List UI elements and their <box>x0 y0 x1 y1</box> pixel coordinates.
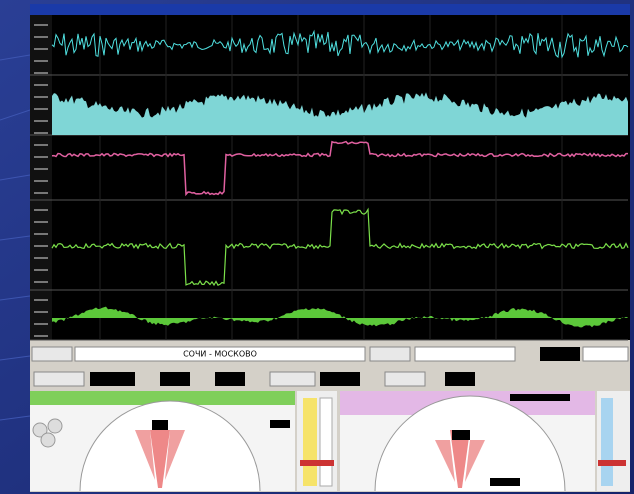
axis-tick <box>34 180 48 182</box>
time-field <box>582 346 629 362</box>
route-label: СОЧИ - МОСКОВО <box>183 350 257 359</box>
yellow-level-bar <box>297 391 337 491</box>
axis-tick <box>34 257 48 259</box>
axis-tick <box>34 281 48 283</box>
axis-tick <box>34 269 48 271</box>
signal-green <box>51 207 629 287</box>
axis-tick <box>34 156 48 158</box>
route-field[interactable] <box>74 346 366 362</box>
left-gauge-panel <box>30 391 295 492</box>
axis-tick <box>34 311 48 313</box>
axis-tick <box>34 24 48 26</box>
axis-tick <box>34 84 48 86</box>
blue-level-bar <box>597 391 630 491</box>
axis-tick <box>34 60 48 62</box>
axis-tick <box>34 36 48 38</box>
axis-tick <box>34 233 48 235</box>
title-bar <box>30 4 630 15</box>
axis-tick <box>34 323 48 325</box>
field[interactable] <box>414 346 516 362</box>
signal-cyan-fill <box>52 92 628 135</box>
axis-tick <box>34 96 48 98</box>
axis-tick <box>34 132 48 134</box>
signal-green-fill <box>52 306 628 328</box>
signal-strips <box>30 15 629 341</box>
signal-pink <box>51 140 628 197</box>
axis-tick <box>34 108 48 110</box>
control-bar: СОЧИ - МОСКОВО <box>30 343 630 389</box>
button[interactable] <box>369 346 411 362</box>
axis-tick <box>34 299 48 301</box>
axis-tick <box>34 72 48 74</box>
axis-tick <box>34 209 48 211</box>
axis-tick <box>34 335 48 337</box>
right-gauge-panel <box>340 391 595 492</box>
axis-tick <box>34 144 48 146</box>
axis-tick <box>34 168 48 170</box>
slide-stripes <box>0 54 31 421</box>
axis-tick <box>34 192 48 194</box>
axis-tick <box>34 120 48 122</box>
axis-tick <box>34 48 48 50</box>
chart-area <box>30 15 630 340</box>
signal-cyan <box>51 29 629 59</box>
time-display <box>540 347 580 361</box>
axis-strip <box>30 15 52 340</box>
axis-tick <box>34 245 48 247</box>
axis-tick <box>34 221 48 223</box>
